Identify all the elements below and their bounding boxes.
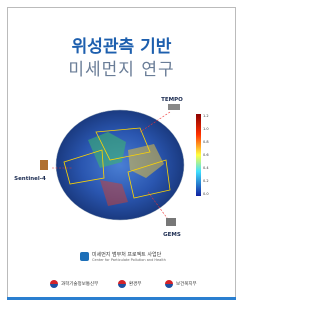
- colorbar-label: 1.2: [203, 114, 209, 118]
- center-block: 미세먼지 범부처 프로젝트 사업단 Center for Particulate…: [92, 251, 166, 262]
- ministry: 환경부: [118, 280, 141, 288]
- satellite-label: Sentinel-4: [14, 176, 46, 182]
- center-name: 미세먼지 범부처 프로젝트 사업단: [92, 251, 166, 258]
- satellite-label: TEMPO: [161, 97, 183, 103]
- colorbar-label: 0.2: [203, 179, 209, 183]
- ministry: 과학기술정보통신부: [50, 280, 98, 288]
- ministry: 보건복지부: [165, 280, 197, 288]
- satellite-label: GEMS: [163, 232, 181, 238]
- illustration: TEMPO Sentinel-4 GEMS 1.2 1.0 0.8 0.6 0.4 0.2 0.0: [0, 0, 243, 309]
- center-logo: [80, 252, 89, 261]
- satellite: [168, 104, 180, 110]
- colorbar-label: 0.0: [203, 192, 209, 196]
- satellite: [40, 160, 48, 170]
- ministry-name: 과학기술정보통신부: [61, 281, 98, 287]
- bottom-rule: [7, 297, 236, 300]
- colorbar: [196, 114, 201, 196]
- satellite: [166, 218, 176, 226]
- ministry-name: 환경부: [129, 281, 141, 287]
- center-name-en: Center for Particulate Pollution and Hea…: [92, 258, 166, 262]
- colorbar-label: 1.0: [203, 127, 209, 131]
- colorbar-label: 0.6: [203, 153, 209, 157]
- colorbar-label: 0.8: [203, 140, 209, 144]
- ministry-name: 보건복지부: [176, 281, 197, 287]
- colorbar-label: 0.4: [203, 166, 209, 170]
